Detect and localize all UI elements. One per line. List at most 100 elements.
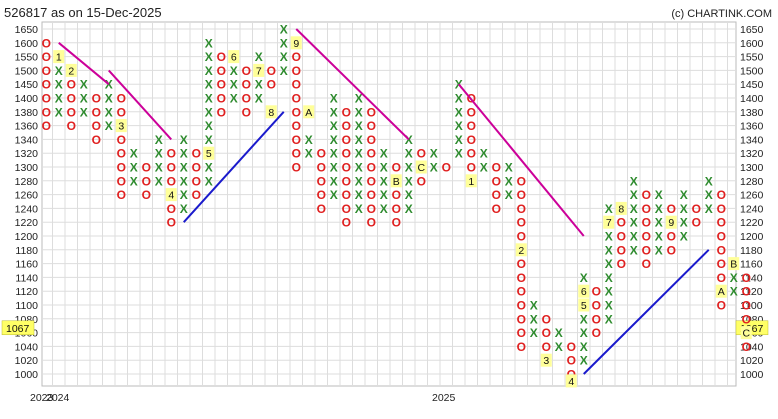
x-box: X: [605, 271, 613, 285]
x-box: X: [205, 119, 213, 133]
o-box: O: [517, 230, 526, 244]
month-marker: 3: [540, 353, 552, 367]
y-tick-label-left: 1280: [15, 176, 39, 188]
y-tick-label-left: 1340: [15, 134, 39, 146]
x-box: X: [705, 202, 713, 216]
o-box: O: [267, 64, 276, 78]
x-box: X: [680, 202, 688, 216]
pnf-column: OO: [267, 64, 276, 92]
x-box: X: [205, 174, 213, 188]
x-box: X: [230, 64, 238, 78]
x-box: X: [80, 105, 88, 119]
x-box: X: [680, 216, 688, 230]
x-box: X: [155, 147, 163, 161]
x-box: X: [355, 174, 363, 188]
x-box: X: [330, 174, 338, 188]
resistance-trend-line: [295, 28, 410, 141]
o-box: O: [517, 271, 526, 285]
month-marker-label: 7: [256, 65, 262, 77]
x-box: X: [205, 161, 213, 175]
grid: [41, 21, 737, 387]
month-marker-bg: [465, 174, 477, 188]
x-box: X: [255, 50, 263, 64]
o-box: O: [692, 202, 701, 216]
y-tick-label-right: 1260: [740, 190, 764, 202]
x-box: X: [205, 133, 213, 147]
o-box: O: [92, 105, 101, 119]
o-box: O: [717, 299, 726, 313]
o-box: O: [517, 188, 526, 202]
x-box: X: [130, 147, 138, 161]
y-tick-label-left: 1550: [15, 52, 39, 64]
o-box: O: [292, 64, 301, 78]
x-box: X: [180, 202, 188, 216]
o-box: O: [42, 50, 51, 64]
month-marker-bg: [615, 201, 627, 215]
o-box: O: [317, 174, 326, 188]
o-box: O: [517, 202, 526, 216]
x-box: X: [630, 202, 638, 216]
month-marker-bg: [740, 326, 752, 340]
y-tick-label-right: 1180: [740, 245, 763, 257]
o-box: O: [42, 119, 51, 133]
o-box: O: [67, 105, 76, 119]
resistance-trend-line: [108, 69, 172, 141]
o-box: O: [567, 340, 576, 354]
o-box: O: [717, 257, 726, 271]
pnf-column: XX: [480, 147, 488, 175]
y-tick-label-left: 1320: [15, 148, 39, 160]
y-tick-label-left: 1600: [15, 38, 39, 50]
o-box: O: [717, 271, 726, 285]
o-box: O: [367, 133, 376, 147]
x-box: X: [505, 174, 513, 188]
x-box: X: [280, 36, 288, 50]
x-box: X: [105, 78, 113, 92]
y-tick-label-right: 1600: [740, 38, 764, 50]
o-box: O: [167, 147, 176, 161]
pnf-column: O: [442, 161, 451, 175]
month-marker-bg: [265, 105, 277, 119]
month-marker-bg: [65, 63, 77, 77]
o-box: O: [42, 78, 51, 92]
x-box: X: [180, 188, 188, 202]
o-box: O: [42, 105, 51, 119]
month-marker: A: [715, 284, 727, 298]
o-box: O: [742, 285, 751, 299]
brand-label: (c) CHARTINK.COM: [671, 8, 772, 20]
o-box: O: [342, 216, 351, 230]
o-box: O: [292, 161, 301, 175]
o-box: O: [542, 312, 551, 326]
o-box: O: [492, 161, 501, 175]
x-box: X: [205, 92, 213, 106]
x-box: X: [55, 64, 63, 78]
y-tick-label-left: 1100: [15, 300, 38, 312]
o-box: O: [292, 105, 301, 119]
month-marker-bg: [578, 298, 590, 312]
month-marker-label: 9: [293, 38, 299, 50]
o-box: O: [117, 147, 126, 161]
o-box: O: [367, 216, 376, 230]
pnf-column: XXX: [80, 78, 88, 120]
o-box: O: [717, 188, 726, 202]
month-marker: 5: [578, 298, 590, 312]
o-box: O: [167, 161, 176, 175]
y-tick-label-right: 1140: [740, 272, 763, 284]
y-tick-label-right: 1550: [740, 52, 764, 64]
x-box: X: [455, 119, 463, 133]
month-marker-label: 1: [468, 176, 474, 188]
o-box: O: [117, 188, 126, 202]
month-marker: 1: [53, 50, 65, 64]
x-box: X: [305, 133, 313, 147]
pnf-column: OOOOOOOOOOOOO: [517, 174, 526, 354]
o-box: O: [342, 133, 351, 147]
o-box: O: [142, 174, 151, 188]
o-box: O: [117, 161, 126, 175]
x-box: X: [655, 202, 663, 216]
y-tick-label-right: 1220: [740, 217, 764, 229]
